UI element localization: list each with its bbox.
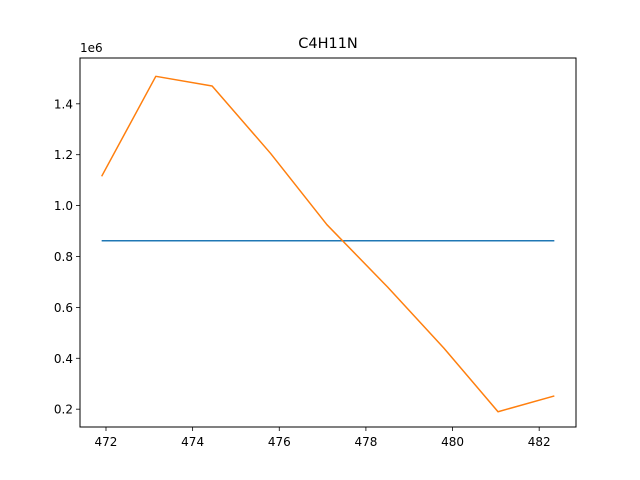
y-tick-label: 0.4 <box>54 352 73 366</box>
axes-frame <box>79 57 577 428</box>
y-axis: 0.2 0.4 0.6 0.8 1.0 1.2 1.4 <box>54 97 80 417</box>
y-tick-label: 0.6 <box>54 301 73 315</box>
y-tick-label: 1.4 <box>54 97 73 111</box>
x-tick-label: 474 <box>181 435 204 449</box>
series-line-2 <box>101 75 555 413</box>
y-tick-label: 1.0 <box>54 199 73 213</box>
y-tick-label: 0.8 <box>54 250 73 264</box>
x-tick-label: 478 <box>354 435 377 449</box>
y-tick-label: 1.2 <box>54 148 73 162</box>
x-tick-label: 476 <box>268 435 291 449</box>
x-tick-label: 472 <box>95 435 118 449</box>
y-tick-label: 0.2 <box>54 403 73 417</box>
x-axis: 472 474 476 478 480 482 <box>95 427 551 449</box>
chart-title: C4H11N <box>298 36 358 52</box>
x-tick-label: 482 <box>528 435 551 449</box>
x-tick-label: 480 <box>441 435 464 449</box>
plot-area <box>101 75 555 413</box>
y-axis-offset-label: 1e6 <box>80 41 103 55</box>
